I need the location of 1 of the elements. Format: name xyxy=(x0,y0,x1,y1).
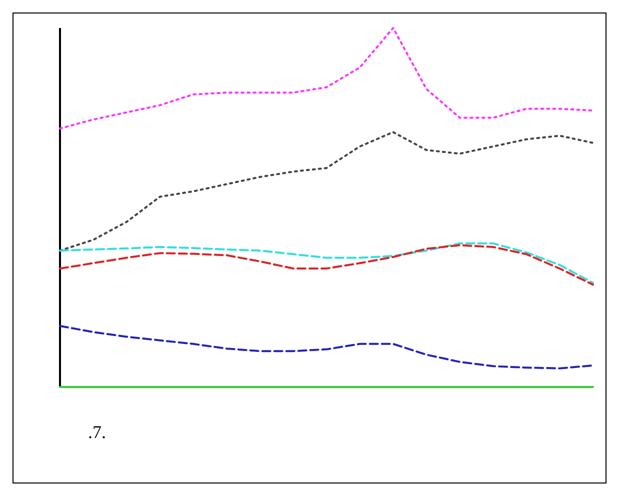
text: .7. xyxy=(88,422,106,442)
